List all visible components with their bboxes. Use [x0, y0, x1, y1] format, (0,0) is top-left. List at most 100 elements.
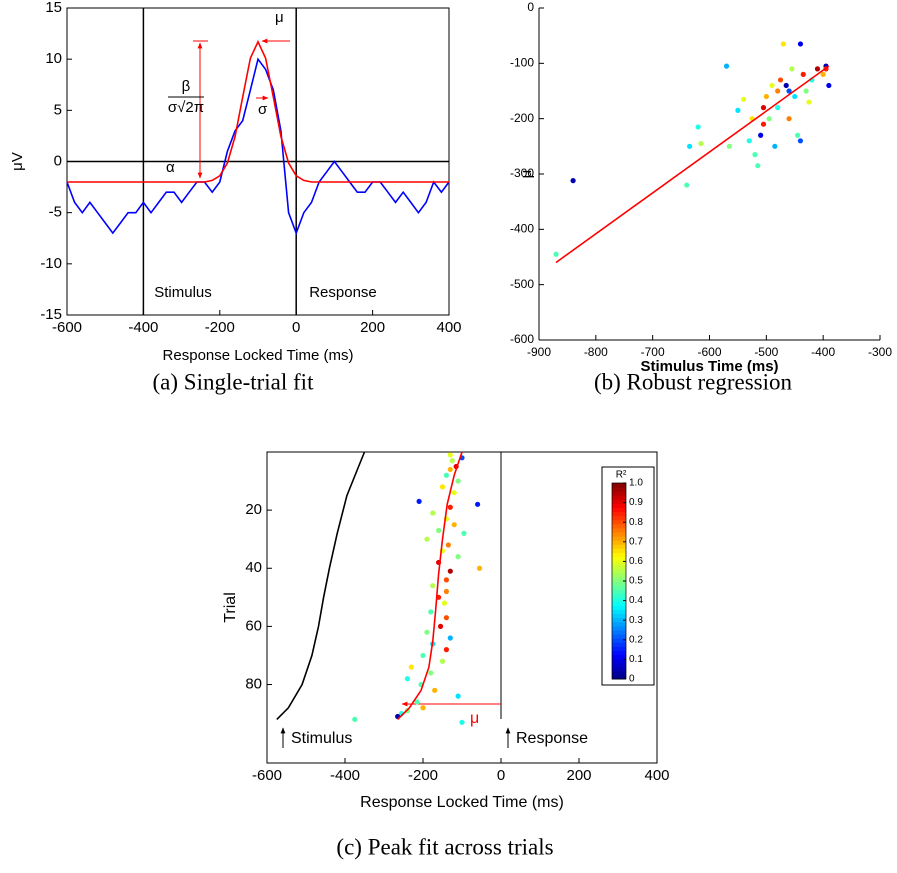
stimulus-label: Stimulus	[154, 284, 212, 301]
y-tick-label: 60	[245, 617, 262, 634]
data-point	[445, 542, 451, 548]
data-point	[451, 490, 457, 496]
data-point	[459, 719, 465, 725]
data-point	[760, 121, 767, 127]
colorbar-swatch	[612, 670, 626, 676]
colorbar-swatch	[612, 495, 626, 500]
data-point	[447, 452, 453, 458]
data-point	[436, 527, 442, 534]
data-point	[443, 577, 449, 583]
colorbar-swatch	[612, 552, 626, 557]
data-point	[447, 635, 453, 641]
y-tick-label: 40	[245, 559, 262, 576]
data-point	[803, 88, 809, 94]
x-axis-label: Response Locked Time (ms)	[163, 347, 354, 364]
colorbar-tick-label: 0.7	[629, 536, 643, 547]
data-point	[449, 458, 455, 464]
data-point	[430, 583, 436, 589]
beta-label: β	[182, 78, 191, 95]
data-point	[723, 63, 730, 69]
colorbar-tick-label: 0.4	[629, 595, 643, 606]
colorbar-swatch	[612, 621, 626, 627]
stimulus-label: Stimulus	[291, 730, 352, 747]
plot-frame	[266, 451, 658, 764]
data-point	[797, 138, 804, 144]
data-point	[476, 565, 483, 571]
x-tick-label: 0	[497, 767, 505, 784]
y-tick-label: -200	[510, 111, 534, 125]
mu-label: μ	[470, 710, 479, 727]
data-point	[814, 66, 821, 72]
colorbar-swatch	[612, 544, 626, 549]
data-point	[775, 88, 781, 94]
beta-denominator: σ√2π	[168, 99, 204, 116]
data-point	[789, 66, 795, 72]
data-point	[447, 466, 453, 473]
sigma-label: σ	[258, 101, 268, 118]
y-tick-label: 20	[245, 501, 262, 518]
x-tick-label: -400	[811, 345, 835, 359]
colorbar-swatch	[612, 630, 626, 635]
colorbar-swatch	[612, 536, 626, 541]
data-point	[443, 615, 449, 621]
data-point	[772, 143, 778, 149]
data-point	[455, 554, 461, 560]
colorbar-swatch	[612, 572, 626, 578]
colorbar-swatch	[612, 483, 626, 488]
x-tick-label: -800	[584, 345, 608, 359]
colorbar-swatch	[612, 519, 626, 525]
data-point	[414, 699, 420, 705]
data-point	[800, 71, 806, 77]
data-point	[439, 484, 446, 490]
caption: (b) Robust regression	[594, 369, 793, 394]
colorbar-swatch	[612, 658, 626, 664]
colorbar-swatch	[612, 499, 626, 504]
data-point	[820, 71, 826, 77]
caption: (a) Single-trial fit	[153, 369, 315, 394]
colorbar-swatch	[612, 523, 626, 529]
data-point	[441, 600, 448, 606]
colorbar-tick-label: 0.9	[629, 497, 643, 508]
data-point	[763, 93, 769, 100]
colorbar-swatch	[612, 589, 626, 594]
data-point	[420, 705, 426, 711]
data-point	[806, 99, 812, 105]
data-line	[276, 451, 366, 720]
data-point	[447, 504, 453, 510]
y-tick-label: 80	[245, 675, 262, 692]
colorbar-swatch	[612, 511, 626, 517]
colorbar-tick-label: 0.8	[629, 517, 643, 528]
data-line	[66, 57, 450, 236]
caption: (c) Peak fit across trials	[336, 834, 553, 859]
x-tick-label: 400	[644, 767, 669, 784]
data-point	[769, 82, 775, 89]
data-point	[698, 140, 704, 147]
colorbar-swatch	[612, 576, 626, 582]
x-axis-label: Stimulus Time (ms)	[640, 358, 778, 375]
colorbar-tick-label: 0.5	[629, 576, 643, 587]
y-tick-label: -10	[40, 255, 62, 272]
y-axis-label: μV	[9, 152, 26, 171]
colorbar-swatch	[612, 507, 626, 513]
data-point	[447, 568, 453, 574]
alpha-label: α	[166, 159, 175, 176]
colorbar-swatch	[612, 662, 626, 668]
data-point	[775, 105, 781, 111]
x-tick-label: -600	[252, 767, 282, 784]
x-axis-label: Response Locked Time (ms)	[360, 794, 564, 811]
data-point	[826, 82, 832, 89]
panel-a-annotations: μ σ α β σ√2π Stimulus Response	[67, 8, 449, 315]
data-point	[741, 96, 747, 102]
data-point	[455, 478, 461, 484]
x-tick-label: -200	[205, 319, 235, 336]
colorbar-tick-label: 1.0	[629, 478, 643, 489]
colorbar-swatch	[612, 642, 626, 647]
x-tick-label: -900	[527, 345, 551, 359]
colorbar-swatch	[612, 634, 626, 639]
colorbar-swatch	[612, 613, 626, 619]
x-tick-label: -600	[52, 319, 82, 336]
mu-label: μ	[275, 9, 284, 26]
y-axis-label: μ	[518, 170, 535, 179]
colorbar-swatch	[612, 625, 626, 631]
data-point	[766, 116, 772, 122]
